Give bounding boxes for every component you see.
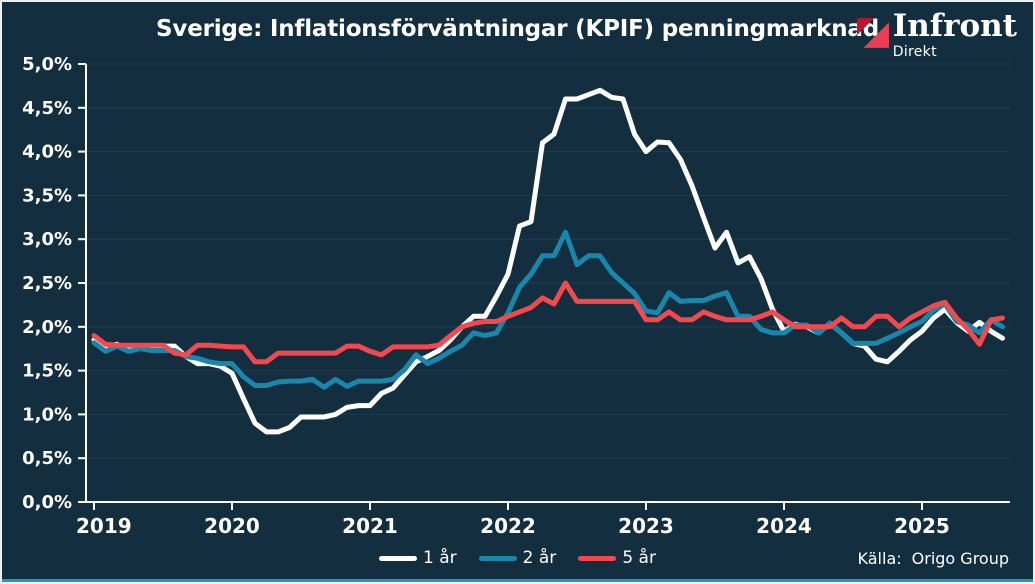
x-tick-label: 2025 xyxy=(894,514,950,538)
y-tick-label: 1,0% xyxy=(22,404,72,425)
legend-label-2ar: 2 år xyxy=(522,548,557,568)
legend-item-5ar: 5 år xyxy=(578,548,656,568)
x-tick-label: 2024 xyxy=(756,514,812,538)
bottom-accent-bar xyxy=(2,579,1033,582)
legend-swatch-1ar xyxy=(379,555,418,561)
legend-item-2ar: 2 år xyxy=(478,548,557,568)
y-tick-label: 0,5% xyxy=(22,448,72,469)
chart-legend: 1 år 2 år 5 år xyxy=(2,548,1033,568)
y-tick-label: 4,5% xyxy=(22,98,72,119)
source-attribution: Källa: Origo Group xyxy=(858,549,1009,568)
infront-logo-text: Infront xyxy=(892,8,1017,44)
x-tick-label: 2022 xyxy=(480,514,536,538)
x-tick-label: 2023 xyxy=(618,514,674,538)
y-tick-label: 5,0% xyxy=(22,54,72,75)
source-label: Källa: xyxy=(857,549,902,568)
y-tick-label: 1,5% xyxy=(22,361,72,382)
series-line-1-år xyxy=(91,87,1005,435)
x-tick-label: 2021 xyxy=(342,514,398,538)
infront-logo-subtext: Direkt xyxy=(892,43,937,60)
series-line-2-år xyxy=(91,229,1005,390)
y-tick-label: 4,0% xyxy=(22,142,72,163)
legend-item-1ar: 1 år xyxy=(379,548,457,568)
x-tick-label: 2020 xyxy=(204,514,260,538)
chart-title: Sverige: Inflationsförväntningar (KPIF) … xyxy=(156,16,879,42)
legend-label-1ar: 1 år xyxy=(423,548,457,568)
y-tick-label: 0,0% xyxy=(22,492,72,513)
source-value: Origo Group xyxy=(911,549,1009,568)
y-tick-label: 2,0% xyxy=(22,317,72,338)
infront-logo: Infront Direkt xyxy=(856,8,1017,60)
infront-flag-icon xyxy=(856,18,889,48)
y-tick-label: 3,5% xyxy=(22,185,72,206)
legend-swatch-2ar xyxy=(478,555,517,561)
y-tick-label: 3,0% xyxy=(22,229,72,250)
series-line-5-år xyxy=(91,280,1005,365)
y-tick-label: 2,5% xyxy=(22,273,72,294)
legend-label-5ar: 5 år xyxy=(622,548,656,568)
x-tick-label: 2019 xyxy=(76,514,132,538)
legend-swatch-5ar xyxy=(578,555,617,561)
